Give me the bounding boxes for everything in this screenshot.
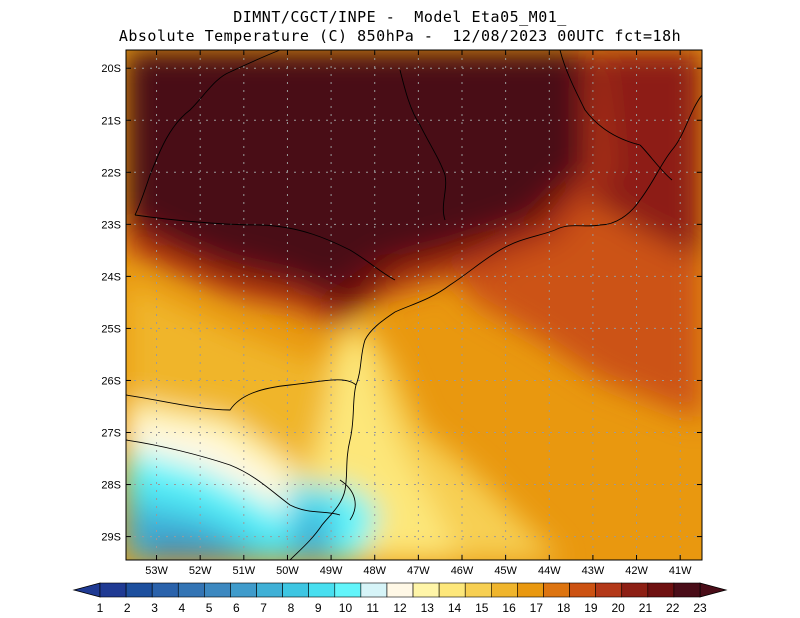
colorbar-swatch — [360, 582, 388, 598]
colorbar-swatch — [386, 582, 414, 598]
colorbar-swatch — [334, 582, 362, 598]
colorbar-label: 2 — [124, 601, 131, 615]
colorbar-arrow-high — [699, 582, 728, 598]
coastline-borders — [126, 50, 702, 560]
colorbar-swatch — [647, 582, 675, 598]
gridlines — [126, 50, 702, 560]
lon-tick-label: 43W — [582, 565, 605, 577]
colorbar-swatch — [308, 582, 336, 598]
colorbar-label: 23 — [693, 601, 707, 615]
lon-tick-label: 44W — [538, 565, 561, 577]
lon-tick-label: 48W — [363, 565, 386, 577]
colorbar-swatch — [99, 582, 127, 598]
colorbar-label: 1 — [97, 601, 104, 615]
lat-tick-label: 24S — [101, 271, 121, 283]
lon-tick-label: 46W — [451, 565, 474, 577]
colorbar-label: 3 — [151, 601, 158, 615]
colorbar-label: 21 — [639, 601, 653, 615]
colorbar-label: 10 — [339, 601, 353, 615]
lat-tick-label: 27S — [101, 428, 121, 440]
colorbar-label: 6 — [233, 601, 240, 615]
lat-tick-label: 29S — [101, 532, 121, 544]
lon-tick-label: 49W — [320, 565, 343, 577]
colorbar-swatch — [177, 582, 205, 598]
lat-tick-label: 22S — [101, 167, 121, 179]
colorbar-swatch — [621, 582, 649, 598]
lon-tick-label: 50W — [276, 565, 299, 577]
colorbar-label: 22 — [666, 601, 680, 615]
colorbar-label: 17 — [530, 601, 544, 615]
temperature-field — [126, 50, 702, 560]
lat-tick-label: 20S — [101, 63, 121, 75]
colorbar-swatch — [412, 582, 440, 598]
longitude-axis: 53W 52W 51W 50W 49W 48W 47W 46W 45W 44W 43W 42W 41W — [145, 50, 692, 577]
lat-tick-label: 28S — [101, 480, 121, 492]
lon-tick-label: 53W — [145, 565, 168, 577]
colorbar-label: 20 — [612, 601, 626, 615]
colorbar-swatch — [595, 582, 623, 598]
colorbar-swatch — [438, 582, 466, 598]
colorbar-label: 14 — [448, 601, 462, 615]
colorbar-label: 9 — [315, 601, 322, 615]
plot-frame — [125, 49, 703, 561]
colorbar-swatch — [230, 582, 257, 598]
lon-tick-label: 52W — [189, 565, 212, 577]
colorbar-swatch — [673, 582, 701, 598]
latitude-axis: 20S 21S 22S 23S 24S 25S 26S 27S 28S 29S — [101, 63, 702, 544]
colorbar-swatch — [256, 582, 283, 598]
lon-tick-label: 45W — [494, 565, 517, 577]
colorbar-label: 15 — [475, 601, 489, 615]
lat-tick-label: 26S — [101, 375, 121, 387]
colorbar-swatch — [491, 582, 518, 598]
lon-tick-label: 47W — [407, 565, 430, 577]
colorbar-label: 16 — [502, 601, 516, 615]
colorbar-label: 5 — [206, 601, 213, 615]
lon-tick-label: 51W — [233, 565, 256, 577]
lat-tick-label: 23S — [101, 219, 121, 231]
colorbar-swatch — [204, 582, 231, 598]
colorbar-swatch — [282, 582, 309, 598]
colorbar-swatch — [125, 582, 153, 598]
colorbar-arrow-low — [72, 582, 101, 598]
colorbar-swatch — [543, 582, 570, 598]
colorbar-swatch — [151, 582, 179, 598]
colorbar-label: 11 — [366, 601, 379, 615]
lat-tick-label: 25S — [101, 323, 121, 335]
colorbar-swatch — [517, 582, 544, 598]
lon-tick-label: 42W — [625, 565, 648, 577]
colorbar-label: 4 — [178, 601, 185, 615]
colorbar-label: 8 — [288, 601, 295, 615]
colorbar-label: 18 — [557, 601, 571, 615]
colorbar-swatch — [464, 582, 492, 598]
colorbar-label: 19 — [584, 601, 598, 615]
lat-tick-label: 21S — [101, 115, 121, 127]
colorbar-swatch — [569, 582, 596, 598]
colorbar: 1 2 3 4 5 6 7 8 9 10 11 12 13 14 15 16 17 18 19 20 21 22 23 — [72, 582, 728, 615]
colorbar-label: 13 — [421, 601, 435, 615]
colorbar-label: 12 — [393, 601, 407, 615]
lon-tick-label: 41W — [669, 565, 692, 577]
title-line-2: Absolute Temperature (C) 850hPa - 12/08/… — [118, 27, 682, 45]
title-line-1: DIMNT/CGCT/INPE - Model Eta05_M01_ — [233, 8, 567, 26]
colorbar-label: 7 — [260, 601, 267, 615]
